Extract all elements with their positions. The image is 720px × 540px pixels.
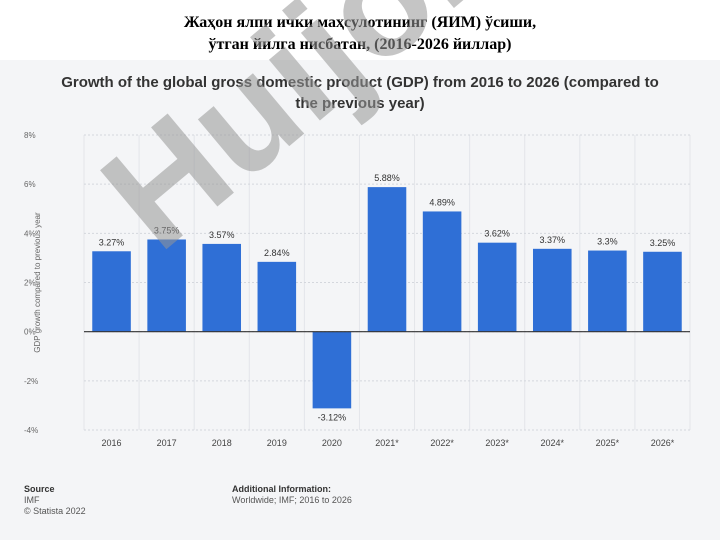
bar: [532, 248, 572, 332]
data-label: 2.84%: [264, 248, 290, 258]
data-label: 3.57%: [209, 230, 235, 240]
data-label: 4.89%: [429, 197, 455, 207]
bar: [588, 250, 627, 332]
x-tick-label: 2021*: [375, 438, 399, 448]
slide-title-line-1: Жаҳон ялпи ички маҳсулотининг (ЯИМ) ўсиш…: [183, 14, 537, 31]
bar: [257, 261, 297, 332]
data-label: 3.75%: [154, 225, 180, 235]
x-tick-label: 2026*: [651, 438, 675, 448]
source-line-2: © Statista 2022: [24, 506, 86, 516]
chart-title: Growth of the global gross domestic prod…: [40, 72, 680, 114]
bar: [147, 239, 186, 332]
y-tick-label: 2%: [24, 279, 36, 288]
slide-title: Жаҳон ялпи ички маҳсулотининг (ЯИМ) ўсиш…: [0, 12, 720, 56]
additional-info-heading: Additional Information:: [232, 484, 331, 494]
x-tick-label: 2018: [212, 438, 232, 448]
x-tick-label: 2025*: [596, 438, 620, 448]
y-tick-label: -2%: [24, 377, 38, 386]
source-line-1: IMF: [24, 495, 40, 505]
data-label: 3.62%: [484, 229, 510, 239]
data-label: 3.3%: [597, 237, 618, 247]
data-label: 3.37%: [540, 235, 566, 245]
x-tick-label: 2019: [267, 438, 287, 448]
x-tick-label: 2016: [102, 438, 122, 448]
x-tick-label: 2024*: [541, 438, 565, 448]
data-label: 3.27%: [99, 237, 125, 247]
additional-info-block: Additional Information: Worldwide; IMF; …: [232, 484, 352, 506]
additional-info-text: Worldwide; IMF; 2016 to 2026: [232, 495, 352, 505]
bar: [202, 243, 242, 332]
data-label: 5.88%: [374, 173, 400, 183]
source-heading: Source: [24, 484, 55, 494]
y-tick-label: 4%: [24, 229, 36, 238]
x-tick-label: 2022*: [430, 438, 454, 448]
y-tick-label: 6%: [24, 180, 36, 189]
chart-title-line-2: the previous year): [295, 95, 425, 112]
y-tick-label: 8%: [24, 131, 36, 140]
chart-title-line-1: Growth of the global gross domestic prod…: [61, 74, 659, 91]
slide-title-line-2: ўтган йилга нисбатан, (2016-2026 йиллар): [208, 36, 512, 53]
x-tick-label: 2017: [157, 438, 177, 448]
y-tick-label: 0%: [24, 328, 36, 337]
x-tick-label: 2023*: [485, 438, 509, 448]
data-label: 3.25%: [650, 238, 676, 248]
x-tick-label: 2020: [322, 438, 342, 448]
bar: [477, 242, 517, 332]
bar: [643, 251, 682, 332]
bar: [92, 251, 131, 332]
data-label: -3.12%: [318, 412, 347, 422]
y-axis-label: GDP growth compared to previous year: [33, 212, 42, 353]
y-tick-label: -4%: [24, 426, 38, 435]
bar: [312, 331, 352, 409]
bar: [422, 211, 462, 332]
bar: [367, 187, 407, 332]
source-block: Source IMF © Statista 2022: [24, 484, 86, 517]
